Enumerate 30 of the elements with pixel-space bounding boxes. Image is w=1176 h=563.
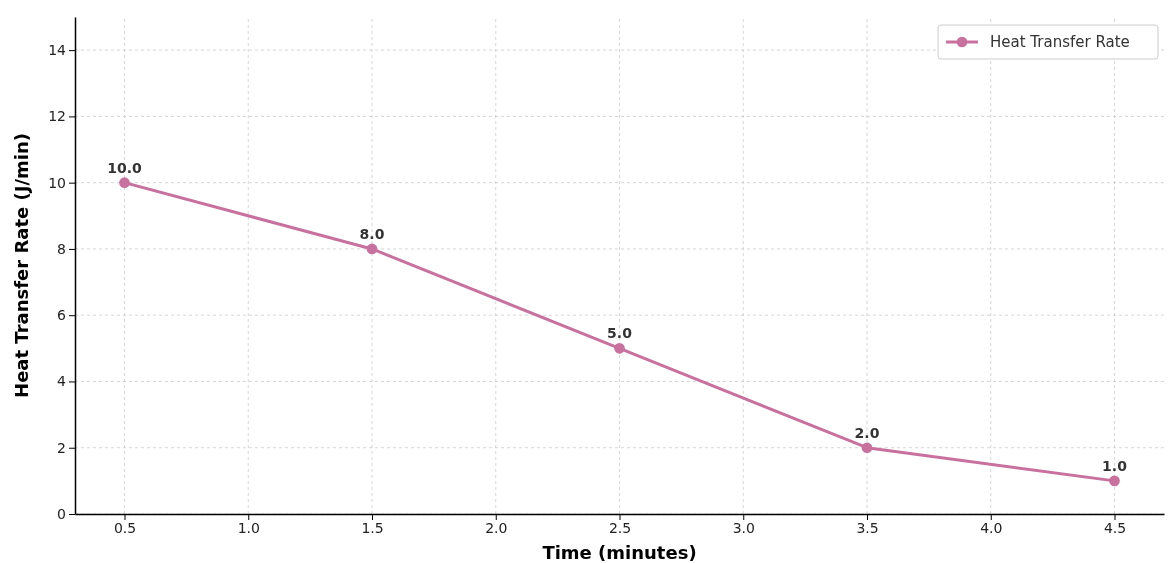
data-label: 8.0: [359, 225, 385, 242]
y-tick-label: 10: [48, 174, 66, 191]
x-tick-label: 3.0: [732, 519, 755, 536]
y-tick-label: 2: [57, 439, 66, 456]
y-tick-label: 4: [57, 373, 67, 390]
point: [119, 177, 130, 189]
y-tick-label: 8: [57, 240, 66, 257]
x-tick-label: 2.5: [608, 519, 632, 536]
y-axis-title: Heat Transfer Rate (J/min): [11, 133, 32, 398]
data-label: 5.0: [607, 325, 633, 342]
y-tick-label: 12: [48, 108, 66, 125]
x-tick-label: 4.0: [980, 519, 1003, 536]
data-label: 1.0: [1102, 457, 1128, 474]
x-tick-label: 2.0: [485, 519, 508, 536]
legend-label: Heat Transfer Rate: [990, 33, 1130, 51]
point: [861, 442, 873, 454]
y-tick-label: 0: [57, 505, 66, 522]
y-tick-label: 6: [57, 307, 67, 324]
x-tick-label: 1.0: [237, 519, 260, 536]
x-axis-title: Time (minutes): [542, 542, 697, 563]
x-tick-label: 3.5: [856, 519, 879, 536]
y-tick-label: 14: [48, 42, 67, 59]
point: [1109, 475, 1120, 487]
x-tick-label: 4.5: [1103, 519, 1127, 536]
data-label: 10.0: [107, 159, 143, 176]
point: [614, 342, 625, 354]
x-tick-label: 0.5: [113, 519, 137, 536]
point: [366, 243, 378, 255]
x-tick-label: 1.5: [361, 519, 384, 536]
data-label: 2.0: [854, 424, 880, 441]
